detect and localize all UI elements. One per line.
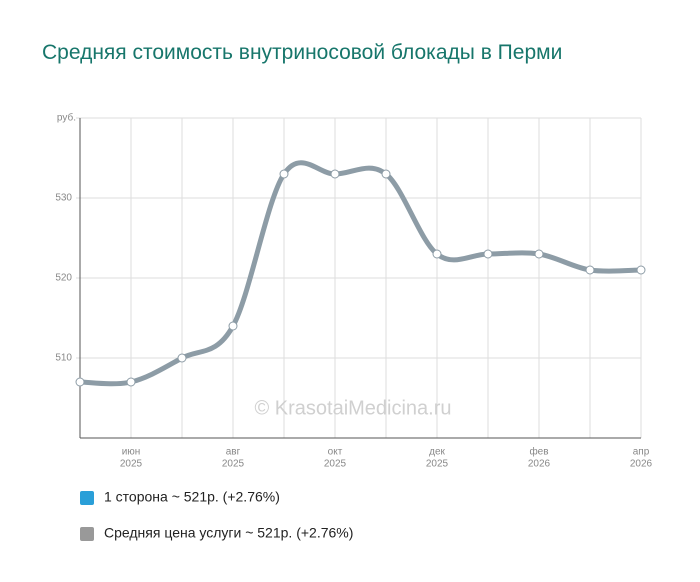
x-tick-label: 2025: [120, 459, 143, 470]
point: [381, 169, 391, 179]
point: [636, 265, 646, 275]
legend-swatch: [80, 491, 94, 505]
y-tick-label: 520: [55, 273, 72, 284]
x-tick-label: дек: [429, 447, 445, 458]
point: [534, 249, 544, 259]
point: [75, 377, 85, 387]
x-tick-label: окт: [328, 447, 343, 458]
legend-label: 1 сторона ~ 521р. (+2.76%): [104, 489, 280, 505]
x-tick-label: апр: [633, 447, 650, 458]
watermark: © KrasotaiMedicina.ru: [254, 397, 451, 419]
series-line: [79, 160, 642, 387]
x-tick-label: 2026: [630, 459, 653, 470]
x-tick-label: фев: [529, 446, 548, 458]
y-tick-label: 530: [55, 193, 72, 204]
point: [126, 377, 136, 387]
y-tick-label: 510: [55, 353, 72, 364]
point: [483, 249, 493, 259]
x-tick-label: июн: [122, 447, 141, 458]
legend-swatch: [80, 527, 94, 541]
legend-label: Средняя цена услуги ~ 521р. (+2.76%): [104, 525, 353, 541]
series-line: [79, 160, 642, 386]
chart-title: Средняя стоимость внутриносовой блокады …: [42, 41, 563, 64]
x-tick-label: 2025: [426, 459, 449, 470]
x-tick-label: авг: [226, 447, 241, 458]
point: [432, 249, 442, 259]
x-tick-label: 2026: [528, 459, 551, 470]
point: [330, 169, 340, 179]
point: [279, 169, 289, 179]
x-tick-label: 2025: [324, 459, 347, 470]
x-tick-label: 2025: [222, 459, 245, 470]
y-unit: руб.: [57, 112, 76, 124]
point: [177, 353, 187, 363]
point: [228, 321, 238, 331]
point: [585, 265, 595, 275]
